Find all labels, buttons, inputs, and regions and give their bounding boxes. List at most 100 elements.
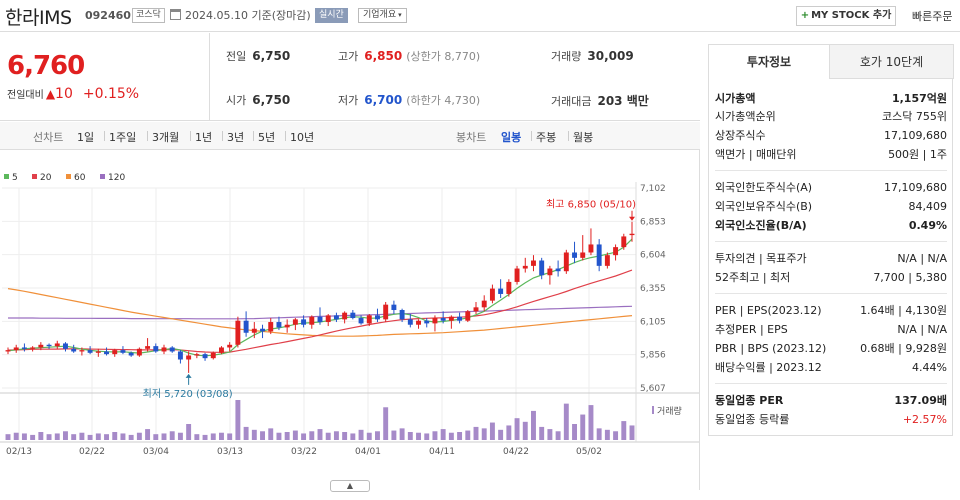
legend-swatch [32, 174, 37, 179]
candle-body [104, 351, 109, 355]
candle-body [563, 252, 569, 272]
quote-prev-close: 전일 6,750 [226, 49, 291, 63]
volume-bar [186, 424, 192, 440]
chart-area: 선차트 1일 1주일 3개월 1년 3년 5년 10년 봉차트 일봉 주봉 월봉… [0, 122, 700, 490]
info-row-label: 외국인한도주식수(A) [715, 181, 813, 194]
volume-bar [95, 433, 101, 440]
company-name: 한라IMS [5, 7, 72, 29]
change-percent: +0.15% [82, 86, 140, 102]
candle-body [63, 343, 68, 349]
candle-body [572, 252, 577, 258]
candle-body [71, 348, 77, 352]
volume-bar [5, 434, 11, 440]
tab-1day[interactable]: 1일 [77, 131, 95, 144]
volume-bar [424, 433, 430, 440]
candle-body [202, 354, 208, 359]
info-row-value: N/A | N/A [897, 252, 947, 265]
volume-bar [87, 434, 93, 440]
volume-bar [71, 434, 77, 440]
quote-trade-amount: 거래대금 203 백만 [551, 94, 649, 108]
candle-body [284, 324, 290, 328]
volume-bar [145, 429, 151, 440]
x-tick-label: 02/13 [6, 447, 32, 457]
current-price: 6,760 [7, 51, 85, 81]
volume-bar [350, 433, 356, 440]
volume-bar [391, 430, 397, 440]
change-label: 전일대비 [7, 90, 44, 101]
info-row-label: 52주최고 | 최저 [715, 271, 791, 284]
volume-bar [227, 433, 233, 440]
market-badge: 코스닥 [132, 8, 165, 23]
info-row-label: 동일업종 등락률 [715, 413, 790, 426]
tab-monthly[interactable]: 월봉 [567, 131, 594, 144]
divider [209, 33, 210, 121]
tab-invest-info[interactable]: 투자정보 [708, 44, 830, 79]
chevron-up-icon: ▲ [346, 481, 354, 490]
x-tick-label: 03/04 [143, 447, 169, 457]
tab-10year[interactable]: 10년 [284, 131, 315, 144]
candle-body [358, 318, 364, 324]
investment-info-panel: 투자정보 호가 10단계 시가총액 1,157억원 시가총액순위 코스닥 755위 상장… [708, 44, 954, 436]
realtime-button[interactable]: 실시간 [315, 8, 348, 23]
plus-icon: + [800, 10, 810, 21]
expand-handle[interactable]: ▲ [330, 480, 370, 492]
candle-body [301, 319, 307, 325]
volume-bar [292, 430, 298, 440]
candle-body [268, 322, 274, 332]
volume-bar [104, 434, 109, 440]
candle-body [79, 350, 85, 352]
quick-order-button[interactable]: 빠른주문 [912, 10, 953, 23]
candle-body [317, 316, 323, 323]
volume-bar [580, 414, 586, 440]
volume-bar [481, 428, 487, 440]
candle-body [30, 347, 36, 349]
info-row-value: 0.49% [908, 219, 947, 232]
change-row: 전일대비 ▲10 +0.15% [7, 86, 139, 102]
candle-body [621, 236, 627, 248]
high-annotation: 최고 6,850 (05/10) [546, 199, 636, 211]
volume-bar [309, 431, 315, 440]
tab-3month[interactable]: 3개월 [146, 131, 180, 144]
tab-5year[interactable]: 5년 [252, 131, 276, 144]
volume-bar [465, 430, 471, 440]
candlestick-chart[interactable]: 5 20 60 120 7,102 6,853 6,604 6,355 6,105 5,856 5,… [0, 150, 699, 490]
volume-bar [194, 434, 200, 440]
volume-bar [235, 400, 241, 440]
tab-daily[interactable]: 일봉 [501, 131, 522, 144]
volume-bar [399, 428, 405, 440]
tab-weekly[interactable]: 주봉 [530, 131, 557, 144]
candle-body [424, 320, 430, 324]
volume-bar [202, 434, 208, 440]
info-row-value: 500원 | 1주 [888, 148, 947, 161]
mystock-add-button[interactable]: + MY STOCK 추가 [796, 6, 896, 26]
info-row-value: 1,157억원 [891, 92, 947, 105]
change-value: 10 [55, 86, 73, 102]
candle-body [407, 319, 413, 325]
quote-high: 고가 6,850 (상한가 8,770) [338, 49, 481, 63]
candle-body [481, 300, 487, 308]
info-row: 시가총액 1,157억원 [715, 90, 947, 108]
tab-1week[interactable]: 1주일 [103, 131, 137, 144]
candle-body [580, 252, 586, 258]
legend-label: 5 [12, 173, 18, 183]
candle-body [292, 319, 298, 325]
x-tick-label: 04/01 [355, 447, 381, 457]
candle-body [489, 288, 495, 301]
volume-bar [284, 432, 290, 440]
candle-body [555, 268, 561, 272]
company-info-button[interactable]: 기업개요 ▾ [358, 8, 407, 23]
dropdown-arrow-icon: ▾ [398, 11, 402, 19]
volume-bar [489, 422, 495, 440]
info-row: 외국인보유주식수(B) 84,409 [715, 198, 947, 216]
volume-bar [325, 432, 331, 440]
tab-3year[interactable]: 3년 [221, 131, 245, 144]
x-tick-label: 03/22 [291, 447, 317, 457]
tab-1year[interactable]: 1년 [189, 131, 213, 144]
volume-bar [613, 431, 619, 440]
volume-bar [563, 403, 569, 440]
info-row: 시가총액순위 코스닥 755위 [715, 108, 947, 126]
candle-body [432, 318, 438, 324]
tab-orderbook[interactable]: 호가 10단계 [829, 44, 954, 79]
candle-body [629, 233, 635, 236]
volume-bar [506, 425, 512, 440]
